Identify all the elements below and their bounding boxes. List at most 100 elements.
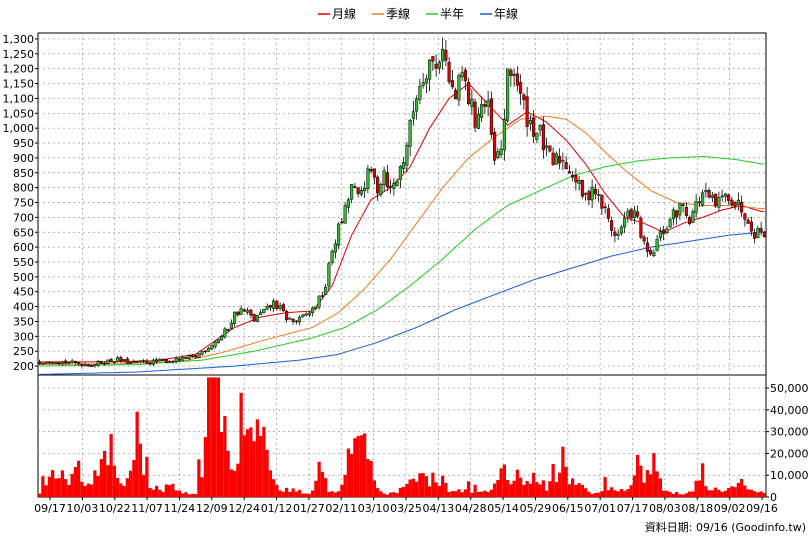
volume-bar [499,468,503,497]
volume-bar [467,481,471,497]
candle-body [148,362,152,365]
candle-body [330,251,334,263]
volume-bar [759,491,763,497]
candle-body [96,360,100,366]
price-tick-label: 350 [13,315,34,328]
volume-bar [311,490,315,497]
candle-body [109,359,113,362]
candle-body [710,195,714,199]
volume-bar [119,483,123,497]
volume-bar [320,471,324,497]
candle-body [704,189,708,193]
volume-bar [522,484,526,497]
candle-body [671,209,675,220]
candle-body [697,201,701,204]
candle-body [548,145,552,152]
volume-bar [597,492,601,497]
volume-bar [671,493,675,497]
volume-bar [252,441,256,497]
volume-bar [190,493,194,497]
date-tick-label: 01/27 [293,502,325,515]
volume-bar [216,377,220,497]
candle-body [610,220,614,231]
volume-bar [171,483,175,497]
price-tick-label: 900 [13,152,34,165]
volume-bar [70,473,74,497]
price-tick-label: 800 [13,182,34,195]
candle-body [486,100,490,107]
candle-body [424,78,428,84]
candle-body [346,199,350,208]
volume-bar [457,489,461,497]
candle-body [571,174,575,178]
candle-body [470,98,474,108]
candle-body [392,183,396,189]
volume-bar [545,490,549,497]
volume-bar [301,493,305,497]
candle-body [658,230,662,239]
candle-body [590,186,594,201]
candle-body [168,361,172,363]
candle-body [730,199,734,206]
volume-bar [441,475,445,497]
candle-body [691,211,695,223]
candle-body [190,355,194,358]
candle-body [645,242,649,252]
volume-bar [106,465,110,497]
volume-bar [730,486,734,497]
price-tick-label: 1,000 [3,122,35,135]
candle-body [652,252,656,257]
candle-body [311,307,315,313]
candle-body [545,145,549,148]
volume-bar [372,480,376,497]
candle-body [324,287,328,296]
volume-bar [233,470,237,497]
volume-bar [304,493,308,497]
volume-bar [704,486,708,497]
volume-bar [528,483,532,497]
volume-bar [749,489,753,497]
price-tick-label: 1,150 [3,78,35,91]
candle-body [337,223,341,246]
candle-body [587,191,591,201]
volume-bar [145,456,149,497]
candle-body [639,217,643,238]
volume-bar [57,478,61,497]
candle-body [145,360,149,364]
candle-body [593,188,597,195]
candle-body [558,155,562,164]
candle-body [720,195,724,198]
volume-bar [255,419,259,497]
volume-bar [577,483,581,497]
volume-bar [340,484,344,497]
candle-body [528,120,532,125]
candle-body [272,300,276,309]
candle-body [249,309,253,316]
candle-body [506,68,510,121]
volume-bar [512,480,516,497]
volume-bar [658,478,662,497]
volume-bar [437,485,441,497]
volume-bar [376,488,380,497]
volume-bar [385,494,389,497]
candle-body [502,118,506,151]
candle-body [655,238,659,252]
candle-body [428,59,432,80]
volume-bar [483,490,487,497]
volume-bar [645,470,649,497]
volume-axis: 0 10,000 20,000 30,000 40,000 50,000 [766,382,808,504]
volume-tick-label: 20,000 [770,447,808,460]
volume-bar [369,460,373,497]
volume-bar [291,488,295,497]
volume-bar [697,480,701,497]
volume-bar [463,489,467,497]
volume-bar [753,491,757,497]
candle-body [285,310,289,321]
candle-body [454,89,458,100]
candle-body [138,360,142,363]
volume-bar [242,435,246,497]
volume-bar [496,480,500,497]
volume-bar [366,459,370,497]
candle-body [119,357,123,362]
